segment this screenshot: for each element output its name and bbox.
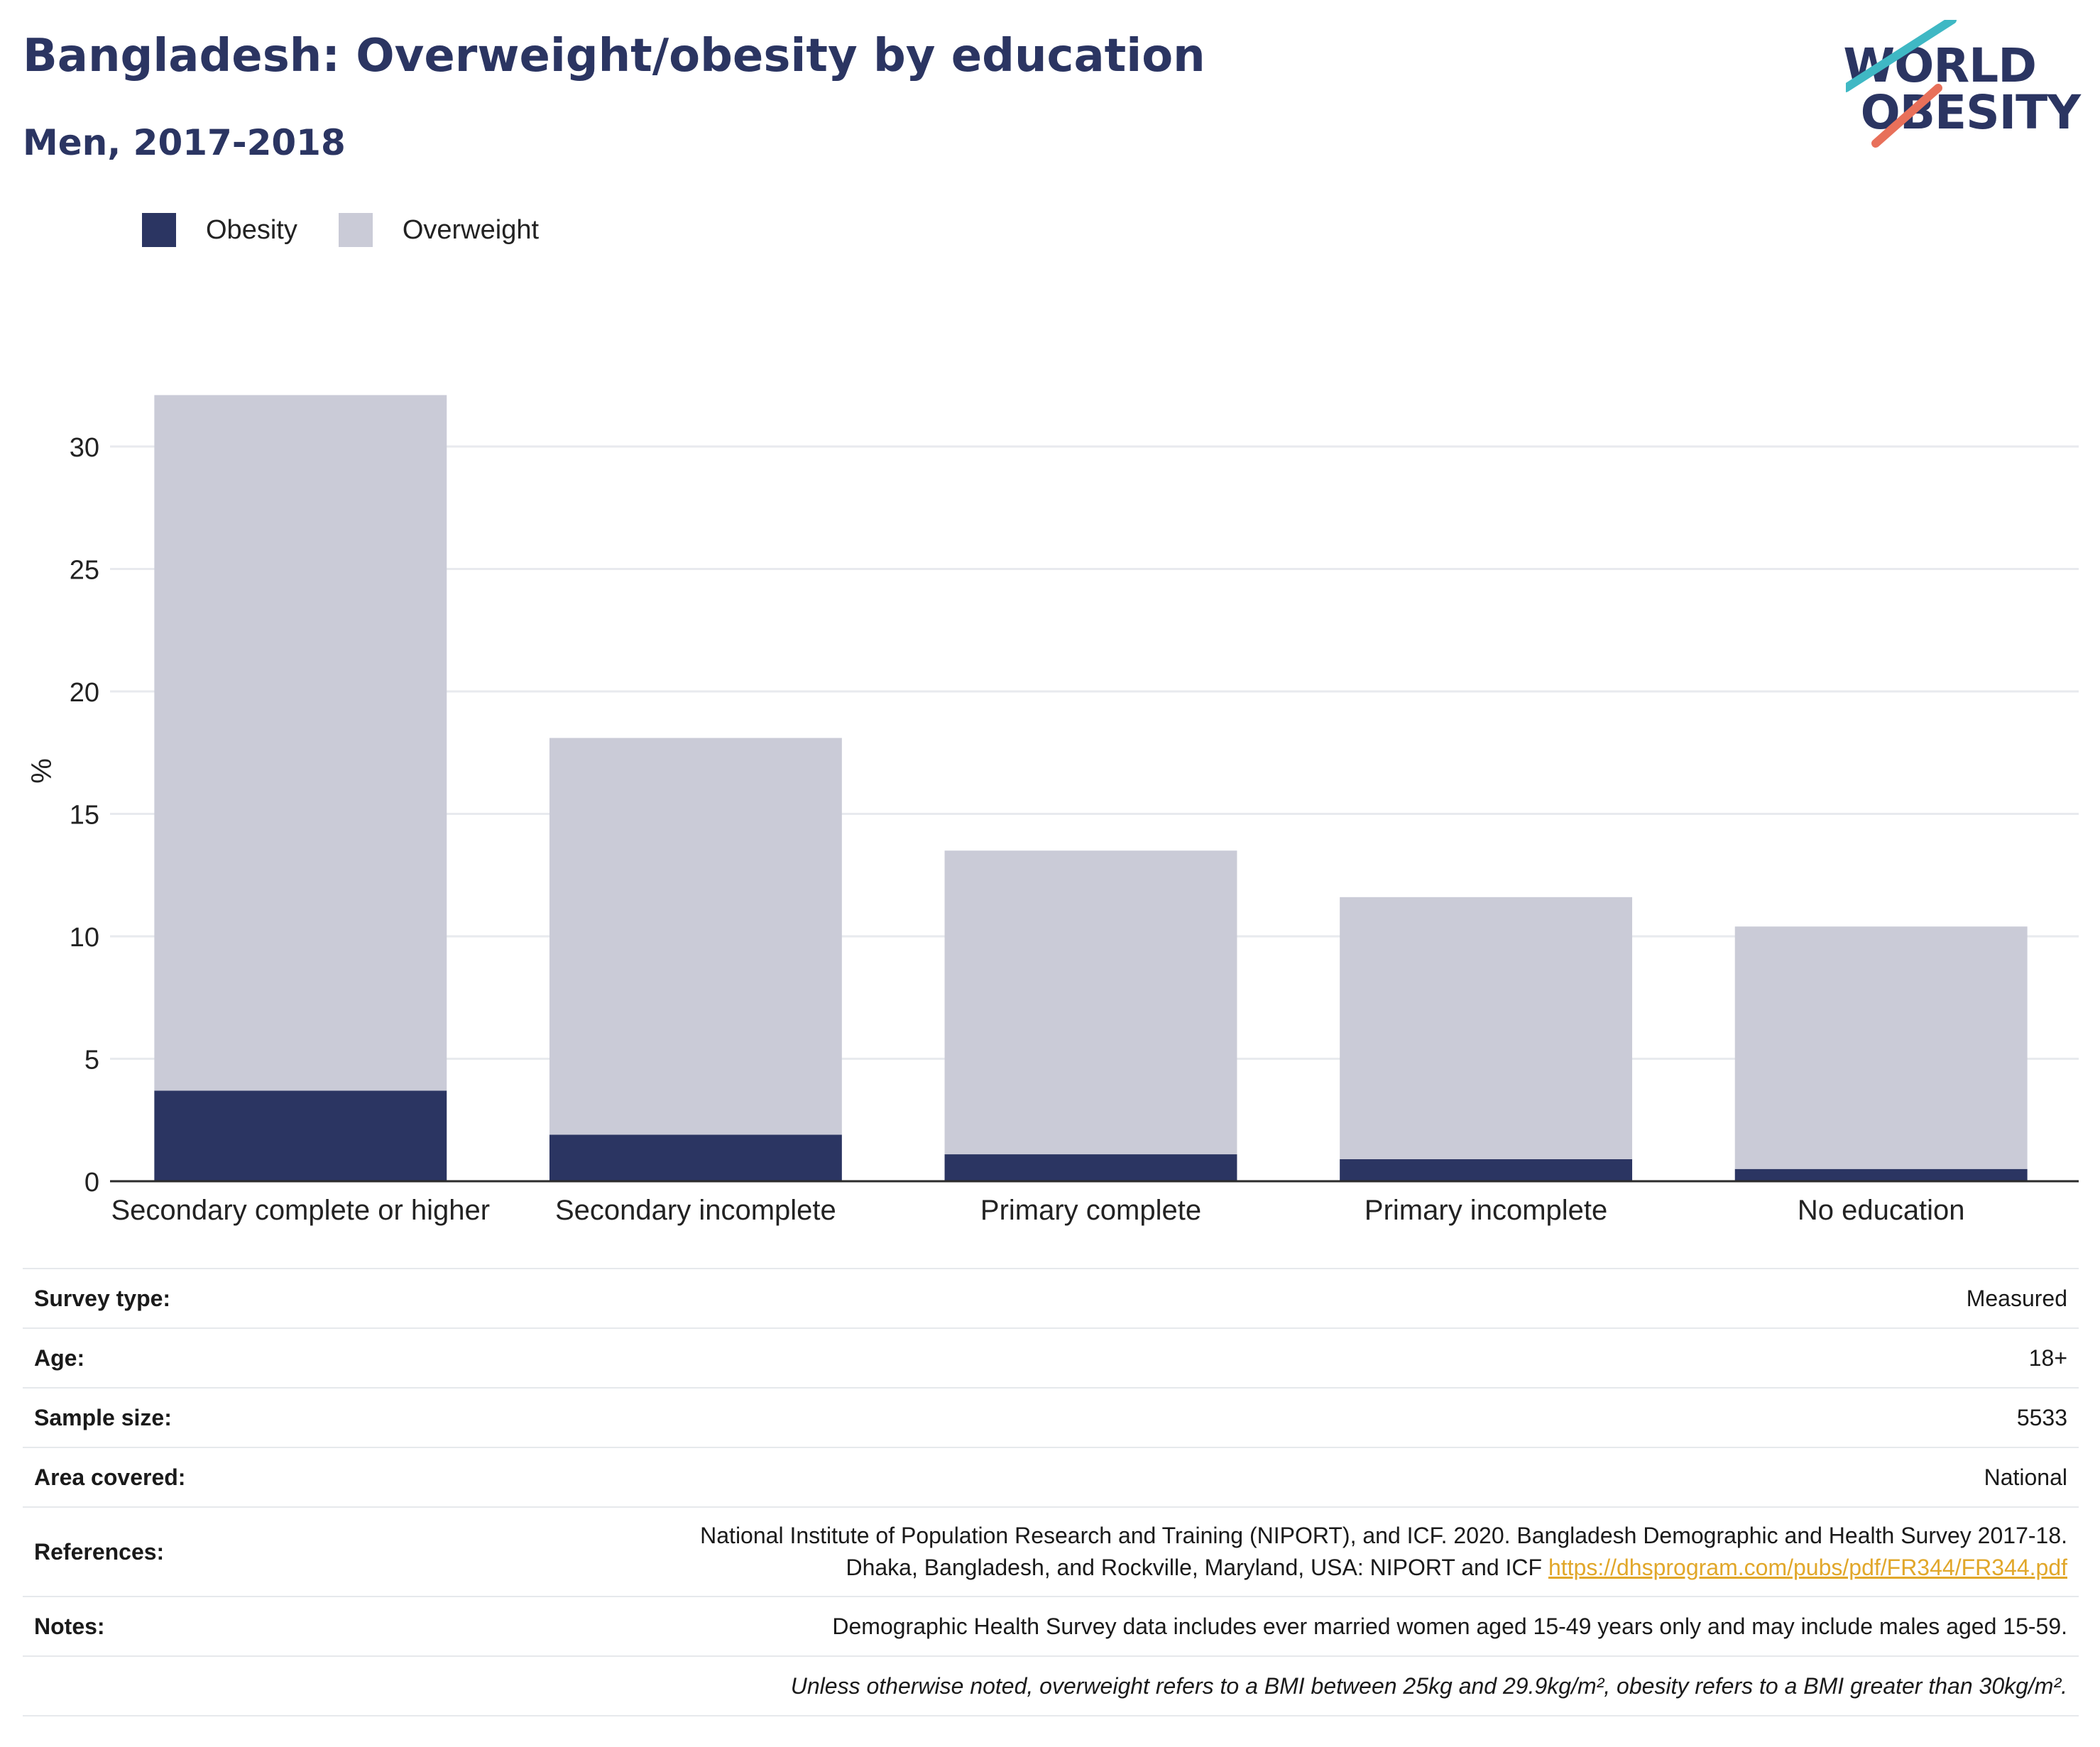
bars [154,395,2028,1181]
info-key: Sample size: [23,1387,301,1447]
info-row-sample-size: Sample size: 5533 [23,1387,2079,1447]
notes-value: Demographic Health Survey data includes … [301,1596,2079,1656]
x-tick-label: Secondary complete or higher [111,1195,490,1226]
x-tick-label: No education [1798,1195,1965,1226]
bar-obesity-4[interactable] [1340,1159,1633,1181]
info-key: Area covered: [23,1447,301,1507]
y-tick-label: 5 [84,1046,99,1075]
bar-obesity-2[interactable] [549,1134,842,1181]
bar-obesity-3[interactable] [944,1154,1237,1181]
logo-slash-icon [1846,20,1957,148]
bar-overweight-1[interactable] [154,395,447,1091]
info-value: National [301,1447,2079,1507]
reference-link[interactable]: https://dhsprogram.com/pubs/pdf/FR344/FR… [1548,1555,2067,1580]
bar-obesity-1[interactable] [154,1090,447,1181]
bar-obesity-5[interactable] [1734,1168,2028,1181]
legend-label-overweight: Overweight [402,214,540,245]
bar-overweight-5[interactable] [1734,926,2028,1169]
info-row-notes: Notes: Demographic Health Survey data in… [23,1596,2079,1656]
y-axis-title: % [26,758,58,784]
bar-overweight-3[interactable] [944,850,1237,1155]
y-tick-label: 15 [70,801,99,831]
axes: 0 5 10 15 20 25 30 Secondary complete or higher… [70,433,2079,1226]
y-tick-label: 20 [70,678,99,708]
legend-swatch-overweight [338,213,373,247]
world-obesity-logo: WORLD OBESITY [1843,20,2087,155]
x-tick-label: Secondary incomplete [555,1195,836,1226]
info-key-empty [23,1655,301,1716]
reference-line-2: Dhaka, Bangladesh, and Rockville, Maryla… [846,1555,1543,1580]
survey-info-table: Survey type: Measured Age: 18+ Sample si… [23,1268,2079,1716]
legend-item-obesity[interactable]: Obesity [142,213,297,247]
legend-item-overweight[interactable]: Overweight [338,213,540,247]
info-row-definition: Unless otherwise noted, overweight refer… [23,1655,2079,1716]
info-value: Measured [301,1268,2079,1328]
y-tick-label: 30 [70,433,99,463]
x-tick-label: Primary complete [980,1195,1201,1226]
info-row-area-covered: Area covered: National [23,1447,2079,1507]
legend-swatch-obesity [142,213,176,247]
info-row-survey-type: Survey type: Measured [23,1268,2079,1328]
info-value: 18+ [301,1327,2079,1388]
bar-overweight-4[interactable] [1340,897,1633,1159]
x-tick-label: Primary incomplete [1365,1195,1607,1226]
bar-chart: 0 5 10 15 20 25 30 Secondary complete or higher… [26,395,2079,1226]
info-key: Age: [23,1327,301,1388]
y-tick-label: 25 [70,556,99,586]
y-tick-label: 10 [70,923,99,953]
info-key: References: [23,1506,301,1597]
info-row-references: References: National Institute of Popula… [23,1506,2079,1597]
info-row-age: Age: 18+ [23,1327,2079,1388]
y-tick-label: 0 [84,1168,99,1198]
references-value: National Institute of Population Researc… [301,1506,2079,1597]
reference-line-1: National Institute of Population Researc… [700,1523,2067,1549]
info-value: 5533 [301,1387,2079,1447]
page-title: Bangladesh: Overweight/obesity by educat… [23,30,1205,82]
page-subtitle: Men, 2017-2018 [23,122,346,163]
bar-overweight-2[interactable] [549,738,842,1135]
definition-note: Unless otherwise noted, overweight refer… [301,1655,2079,1716]
legend-label-obesity: Obesity [206,214,297,245]
chart-legend: Obesity Overweight [142,213,580,247]
info-key: Notes: [23,1596,301,1656]
info-key: Survey type: [23,1268,301,1328]
